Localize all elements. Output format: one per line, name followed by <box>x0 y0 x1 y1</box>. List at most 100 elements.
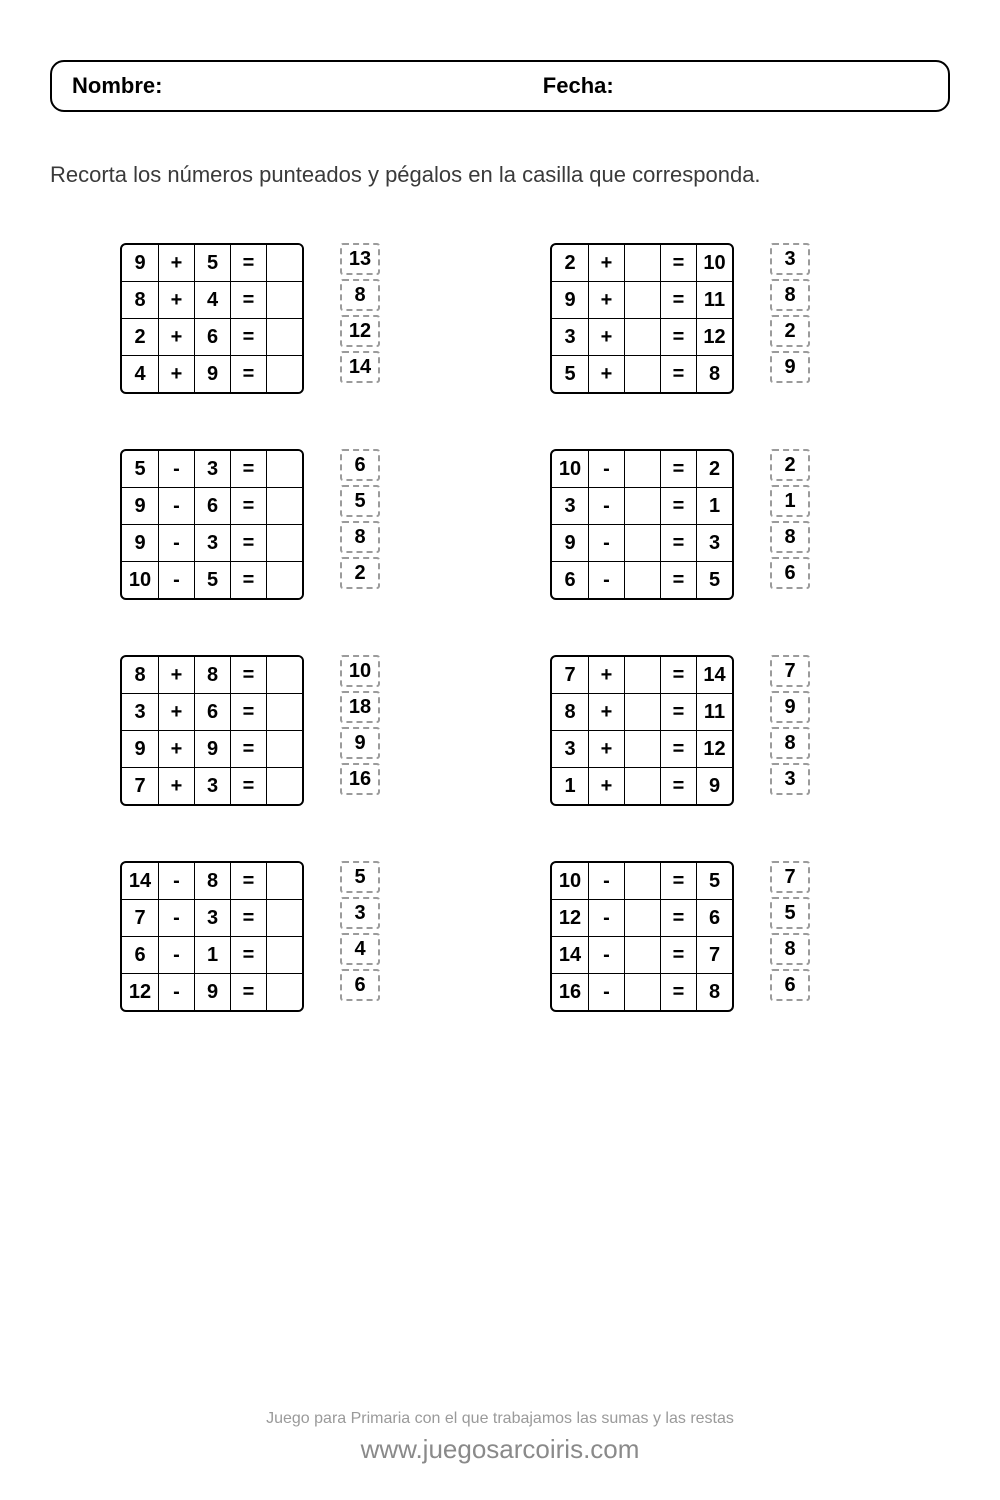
operator-cell: - <box>158 974 194 1010</box>
equation-row: 2+=10 <box>552 245 732 281</box>
result-cell: 11 <box>696 694 732 730</box>
equals-sign-cell: = <box>660 694 696 730</box>
cutout-number: 2 <box>770 315 810 347</box>
result-cell: 5 <box>696 863 732 899</box>
operator-cell: - <box>588 974 624 1010</box>
result-cell: 10 <box>696 245 732 281</box>
equals-sign-cell: = <box>660 731 696 767</box>
cutouts-column: 3829 <box>770 243 810 383</box>
operator-cell: + <box>158 282 194 318</box>
equals-sign-cell: = <box>230 245 266 281</box>
result-cell: 11 <box>696 282 732 318</box>
equals-sign-cell: = <box>230 356 266 392</box>
equals-sign-cell: = <box>230 900 266 936</box>
result-cell <box>266 562 302 598</box>
operator-cell: - <box>158 900 194 936</box>
cutout-number: 18 <box>340 691 380 723</box>
operator-cell: + <box>158 694 194 730</box>
operator-cell: + <box>588 768 624 804</box>
equals-sign-cell: = <box>660 525 696 561</box>
operand-b-cell <box>624 562 660 598</box>
equals-sign-cell: = <box>230 562 266 598</box>
cutout-number: 4 <box>340 933 380 965</box>
operand-a-cell: 14 <box>552 937 588 973</box>
operand-a-cell: 3 <box>122 694 158 730</box>
operator-cell: - <box>158 863 194 899</box>
equation-row: 7+=14 <box>552 657 732 693</box>
equation-table: 2+=109+=113+=125+=8 <box>550 243 734 394</box>
operator-cell: + <box>158 768 194 804</box>
exercise-block: 14-8=7-3=6-1=12-9=5346 <box>120 861 450 1012</box>
exercise-block: 2+=109+=113+=125+=83829 <box>550 243 880 394</box>
footer: Juego para Primaria con el que trabajamo… <box>0 1410 1000 1465</box>
equation-row: 9-=3 <box>552 524 732 561</box>
operand-b-cell: 9 <box>194 731 230 767</box>
operand-a-cell: 16 <box>552 974 588 1010</box>
cutout-number: 9 <box>770 691 810 723</box>
operator-cell: - <box>588 525 624 561</box>
equation-row: 12-=6 <box>552 899 732 936</box>
operand-a-cell: 10 <box>122 562 158 598</box>
operator-cell: + <box>158 657 194 693</box>
cutout-number: 12 <box>340 315 380 347</box>
operand-a-cell: 8 <box>122 282 158 318</box>
operand-b-cell <box>624 488 660 524</box>
operand-b-cell: 8 <box>194 657 230 693</box>
result-cell <box>266 488 302 524</box>
operand-a-cell: 10 <box>552 863 588 899</box>
equation-row: 9+=11 <box>552 281 732 318</box>
operand-a-cell: 3 <box>552 319 588 355</box>
equals-sign-cell: = <box>230 488 266 524</box>
operator-cell: - <box>158 562 194 598</box>
equation-row: 3+=12 <box>552 318 732 355</box>
equals-sign-cell: = <box>660 356 696 392</box>
result-cell <box>266 282 302 318</box>
operand-a-cell: 4 <box>122 356 158 392</box>
equals-sign-cell: = <box>230 525 266 561</box>
operator-cell: - <box>158 451 194 487</box>
operand-a-cell: 5 <box>552 356 588 392</box>
equation-row: 3+=12 <box>552 730 732 767</box>
operand-a-cell: 7 <box>552 657 588 693</box>
equation-row: 4+9= <box>122 355 302 392</box>
cutout-number: 6 <box>340 969 380 1001</box>
equation-row: 8+=11 <box>552 693 732 730</box>
equation-row: 10-5= <box>122 561 302 598</box>
result-cell: 14 <box>696 657 732 693</box>
equation-table: 8+8=3+6=9+9=7+3= <box>120 655 304 806</box>
operator-cell: + <box>588 356 624 392</box>
operand-b-cell: 6 <box>194 319 230 355</box>
equation-table: 14-8=7-3=6-1=12-9= <box>120 861 304 1012</box>
operator-cell: - <box>588 900 624 936</box>
equals-sign-cell: = <box>660 657 696 693</box>
equation-row: 7-3= <box>122 899 302 936</box>
operand-a-cell: 14 <box>122 863 158 899</box>
operand-a-cell: 9 <box>122 731 158 767</box>
result-cell: 9 <box>696 768 732 804</box>
worksheet-page: Nombre: Fecha: Recorta los números punte… <box>0 0 1000 1500</box>
result-cell: 7 <box>696 937 732 973</box>
equation-row: 10-=2 <box>552 451 732 487</box>
cutout-number: 7 <box>770 655 810 687</box>
operand-a-cell: 1 <box>552 768 588 804</box>
result-cell <box>266 245 302 281</box>
operand-a-cell: 6 <box>552 562 588 598</box>
result-cell <box>266 731 302 767</box>
operand-a-cell: 9 <box>122 488 158 524</box>
result-cell <box>266 937 302 973</box>
date-label: Fecha: <box>543 73 928 99</box>
cutout-number: 9 <box>770 351 810 383</box>
equation-row: 5-3= <box>122 451 302 487</box>
operator-cell: + <box>158 319 194 355</box>
operand-a-cell: 9 <box>552 282 588 318</box>
equals-sign-cell: = <box>230 731 266 767</box>
operand-b-cell: 1 <box>194 937 230 973</box>
result-cell <box>266 451 302 487</box>
equation-table: 7+=148+=113+=121+=9 <box>550 655 734 806</box>
equation-table: 10-=23-=19-=36-=5 <box>550 449 734 600</box>
equals-sign-cell: = <box>230 282 266 318</box>
cutouts-column: 2186 <box>770 449 810 589</box>
cutout-number: 8 <box>340 279 380 311</box>
result-cell <box>266 900 302 936</box>
footer-url: www.juegosarcoiris.com <box>0 1434 1000 1465</box>
